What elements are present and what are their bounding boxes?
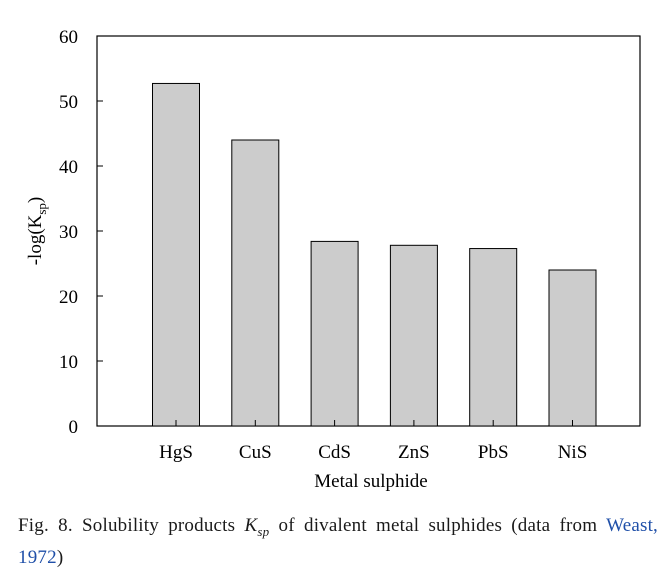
bar-zns bbox=[389, 244, 438, 427]
x-tick-label-cds: CdS bbox=[318, 442, 351, 463]
x-tick-label-pbs: PbS bbox=[478, 442, 509, 463]
bar-hgs bbox=[152, 82, 200, 427]
y-tick-label-40: 40 bbox=[59, 157, 78, 178]
figure-caption: Fig. 8. Solubility products Ksp of dival… bbox=[18, 513, 658, 571]
bar-cds bbox=[310, 240, 359, 427]
y-axis-ticks: 0 10 20 30 40 50 60 bbox=[59, 27, 103, 438]
caption-reference-link[interactable]: Weast, 1972 bbox=[18, 515, 659, 568]
x-tick-label-nis: NiS bbox=[558, 442, 588, 463]
bar-pbs bbox=[469, 248, 518, 427]
caption-suffix: ) bbox=[56, 546, 64, 568]
x-tick-label-zns: ZnS bbox=[398, 442, 430, 463]
bar-nis bbox=[548, 269, 597, 427]
y-tick-label-10: 10 bbox=[59, 352, 78, 373]
bar-cus bbox=[231, 139, 280, 427]
y-tick-label-60: 60 bbox=[59, 27, 78, 48]
y-axis-title-sub: sp bbox=[34, 203, 49, 215]
y-axis-title-close: ) bbox=[25, 197, 46, 203]
y-axis-title-main: -log(K bbox=[25, 214, 46, 265]
y-tick-label-30: 30 bbox=[59, 222, 78, 243]
x-axis-ticks: HgS CuS CdS ZnS PbS NiS bbox=[159, 420, 587, 463]
caption-k-sub: sp bbox=[257, 523, 270, 539]
bars-group bbox=[152, 82, 597, 427]
y-axis-title: -log(Ksp) bbox=[25, 197, 49, 266]
caption-prefix: Fig. 8. Solubility products bbox=[18, 515, 245, 536]
y-tick-label-20: 20 bbox=[59, 287, 78, 308]
caption-middle: of divalent metal sulphides (data from bbox=[269, 515, 607, 536]
caption-k: K bbox=[244, 515, 258, 536]
bar-chart: 0 10 20 30 40 50 60 HgS CuS CdS ZnS PbS NiS Metal s… bbox=[25, 27, 641, 492]
x-tick-label-cus: CuS bbox=[239, 442, 272, 463]
y-tick-label-50: 50 bbox=[59, 92, 78, 113]
y-tick-label-0: 0 bbox=[69, 417, 79, 438]
x-tick-label-hgs: HgS bbox=[159, 442, 193, 463]
x-axis-title: Metal sulphide bbox=[314, 471, 427, 492]
